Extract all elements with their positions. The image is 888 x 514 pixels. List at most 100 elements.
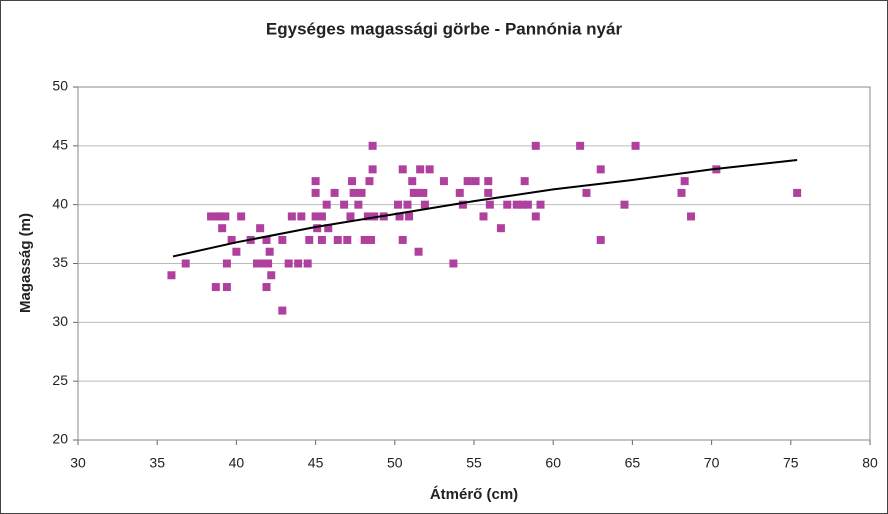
- point: [216, 212, 225, 221]
- point: [360, 235, 369, 244]
- point: [416, 165, 425, 174]
- chart-title: Egységes magassági görbe - Pannónia nyár: [266, 19, 623, 38]
- point: [262, 283, 271, 292]
- point: [284, 259, 293, 268]
- point: [265, 247, 274, 256]
- point: [267, 271, 276, 280]
- x-tick-label: 40: [229, 455, 245, 471]
- point: [343, 235, 352, 244]
- point: [368, 165, 377, 174]
- point: [484, 177, 493, 186]
- x-tick-label: 55: [466, 455, 482, 471]
- point: [313, 224, 322, 233]
- point: [458, 200, 467, 209]
- point: [221, 212, 230, 221]
- point: [256, 224, 265, 233]
- x-axis-label: Átmérő (cm): [430, 486, 518, 503]
- point: [237, 212, 246, 221]
- x-tick-label: 80: [862, 455, 878, 471]
- point: [420, 200, 429, 209]
- point: [414, 247, 423, 256]
- point: [471, 177, 480, 186]
- point: [222, 283, 231, 292]
- point: [252, 259, 261, 268]
- x-tick-label: 60: [545, 455, 561, 471]
- point: [512, 200, 521, 209]
- point: [680, 177, 689, 186]
- point: [405, 212, 414, 221]
- point: [297, 212, 306, 221]
- x-tick-label: 50: [387, 455, 403, 471]
- point: [536, 200, 545, 209]
- point: [311, 188, 320, 197]
- point: [398, 165, 407, 174]
- point: [311, 212, 320, 221]
- point: [484, 188, 493, 197]
- point: [167, 271, 176, 280]
- point: [222, 259, 231, 268]
- point: [463, 177, 472, 186]
- point: [596, 235, 605, 244]
- point: [259, 259, 268, 268]
- point: [793, 188, 802, 197]
- point: [576, 141, 585, 150]
- x-tick-label: 35: [149, 455, 165, 471]
- point: [687, 212, 696, 221]
- point: [485, 200, 494, 209]
- point: [408, 177, 417, 186]
- plot-border: [77, 86, 871, 441]
- point: [393, 200, 402, 209]
- point: [324, 224, 333, 233]
- point: [211, 212, 220, 221]
- y-tick-label: 25: [52, 372, 68, 388]
- point: [262, 235, 271, 244]
- point: [232, 247, 241, 256]
- point: [294, 259, 303, 268]
- y-tick-label: 50: [52, 78, 68, 94]
- point: [368, 141, 377, 150]
- point: [354, 200, 363, 209]
- x-tick-label: 30: [70, 455, 86, 471]
- point: [278, 235, 287, 244]
- point: [357, 188, 366, 197]
- point: [218, 224, 227, 233]
- point: [367, 235, 376, 244]
- point: [346, 212, 355, 221]
- point: [596, 165, 605, 174]
- point: [520, 177, 529, 186]
- y-tick-label: 20: [52, 431, 68, 447]
- point: [582, 188, 591, 197]
- y-tick-label: 40: [52, 195, 68, 211]
- point: [455, 188, 464, 197]
- point: [523, 200, 532, 209]
- point: [425, 165, 434, 174]
- point: [287, 212, 296, 221]
- x-tick-label: 65: [625, 455, 641, 471]
- point: [412, 188, 421, 197]
- x-tick-label: 75: [783, 455, 799, 471]
- point: [531, 212, 540, 221]
- point: [340, 200, 349, 209]
- point: [311, 177, 320, 186]
- point: [620, 200, 629, 209]
- point: [264, 259, 273, 268]
- point: [211, 283, 220, 292]
- trend-line: [172, 158, 798, 258]
- point: [349, 188, 358, 197]
- point: [496, 224, 505, 233]
- point: [503, 200, 512, 209]
- point: [365, 177, 374, 186]
- point: [278, 306, 287, 315]
- point: [348, 177, 357, 186]
- point: [479, 212, 488, 221]
- x-tick-label: 45: [308, 455, 324, 471]
- point: [531, 141, 540, 150]
- point: [449, 259, 458, 268]
- point: [207, 212, 216, 221]
- point: [303, 259, 312, 268]
- point: [227, 235, 236, 244]
- point: [317, 235, 326, 244]
- point: [333, 235, 342, 244]
